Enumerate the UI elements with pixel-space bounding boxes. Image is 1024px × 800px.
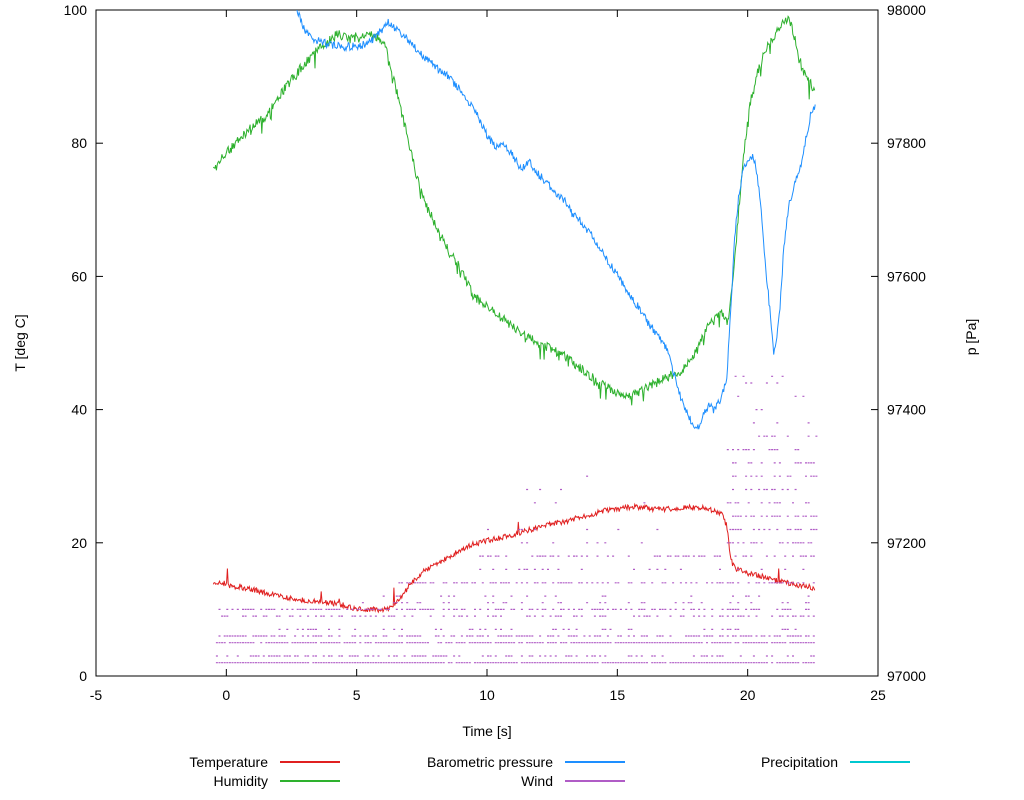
y-left-tick-label: 0 bbox=[79, 668, 87, 684]
x-tick-label: 20 bbox=[740, 687, 756, 703]
legend-line-sample-barometric-pressure bbox=[565, 760, 625, 763]
x-tick-label: 15 bbox=[610, 687, 626, 703]
legend-label-wind: Wind bbox=[521, 772, 553, 789]
legend-label-temperature: Temperature bbox=[189, 753, 268, 770]
x-axis-title: Time [s] bbox=[462, 723, 512, 739]
x-tick-label: 5 bbox=[353, 687, 361, 703]
plot-border bbox=[95, 9, 879, 677]
series-temperature bbox=[212, 502, 816, 614]
legend-line-sample-precipitation bbox=[850, 760, 910, 763]
y-right-tick-label: 97800 bbox=[887, 135, 926, 151]
y-right-tick-label: 97400 bbox=[887, 402, 926, 418]
chart-legend: Temperature Barometric pressure Precipit… bbox=[55, 752, 910, 790]
legend-item-temperature: Temperature bbox=[55, 752, 340, 771]
x-tick-label: 25 bbox=[870, 687, 886, 703]
y-left-tick-label: 100 bbox=[64, 2, 88, 18]
y-left-tick-label: 40 bbox=[71, 402, 87, 418]
legend-label-barometric-pressure: Barometric pressure bbox=[426, 753, 553, 770]
legend-item-precipitation: Precipitation bbox=[625, 752, 910, 771]
legend-item-humidity: Humidity bbox=[55, 771, 340, 790]
y-right-tick-label: 97200 bbox=[887, 535, 926, 551]
series-humidity bbox=[212, 15, 816, 406]
x-tick-label: 0 bbox=[222, 687, 230, 703]
series-barometric_pressure bbox=[296, 10, 816, 430]
legend-label-humidity: Humidity bbox=[213, 772, 268, 789]
legend-label-precipitation: Precipitation bbox=[760, 753, 838, 770]
y-axis-right-title: p [Pa] bbox=[963, 318, 979, 356]
y-left-tick-label: 20 bbox=[71, 535, 87, 551]
legend-line-sample-humidity bbox=[280, 779, 340, 782]
legend-item-barometric-pressure: Barometric pressure bbox=[340, 752, 625, 771]
y-left-tick-label: 60 bbox=[71, 268, 87, 284]
legend-item-wind: Wind bbox=[340, 771, 625, 790]
y-axis-left-title: T [deg C] bbox=[12, 314, 28, 372]
legend-line-sample-temperature bbox=[280, 760, 340, 763]
y-right-tick-label: 97600 bbox=[887, 268, 926, 284]
y-left-tick-label: 80 bbox=[71, 135, 87, 151]
x-tick-label: 10 bbox=[479, 687, 495, 703]
y-right-tick-label: 98000 bbox=[887, 2, 926, 18]
y-right-tick-label: 97000 bbox=[887, 668, 926, 684]
legend-line-sample-wind bbox=[565, 779, 625, 782]
x-tick-label: -5 bbox=[90, 687, 103, 703]
